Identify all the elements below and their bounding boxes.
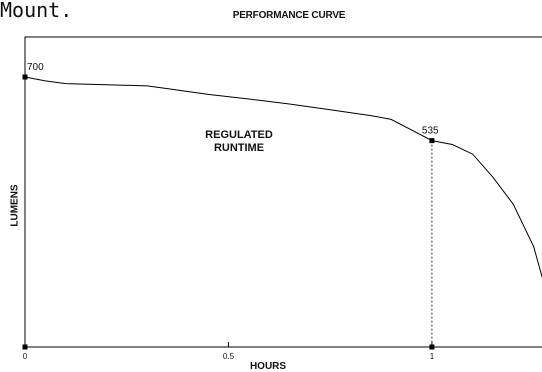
data-label-700: 700 bbox=[27, 62, 44, 73]
annotation-line-1: REGULATED bbox=[205, 129, 273, 141]
data-marker-700 bbox=[22, 74, 28, 80]
chart-title: PERFORMANCE CURVE bbox=[232, 10, 346, 21]
series-line-1 bbox=[24, 76, 542, 279]
page-heading-fragment: Mount. bbox=[0, 0, 73, 22]
y-axis-label: LUMENS bbox=[9, 184, 21, 227]
x-axis-marker-2 bbox=[429, 344, 435, 350]
data-marker-535 bbox=[429, 138, 435, 144]
x-tick-label-2: 1 bbox=[430, 352, 435, 361]
data-label-535: 535 bbox=[422, 126, 439, 137]
annotation-line-2: RUNTIME bbox=[213, 142, 265, 154]
x-tick-label-0: 0 bbox=[23, 352, 28, 361]
x-axis-label: HOURS bbox=[249, 361, 287, 372]
regulated-runtime-annotation: REGULATED RUNTIME bbox=[179, 129, 299, 155]
x-axis-marker-0 bbox=[22, 344, 28, 350]
plot-frame bbox=[24, 36, 542, 348]
x-tick-label-1: 0.5 bbox=[223, 352, 235, 361]
